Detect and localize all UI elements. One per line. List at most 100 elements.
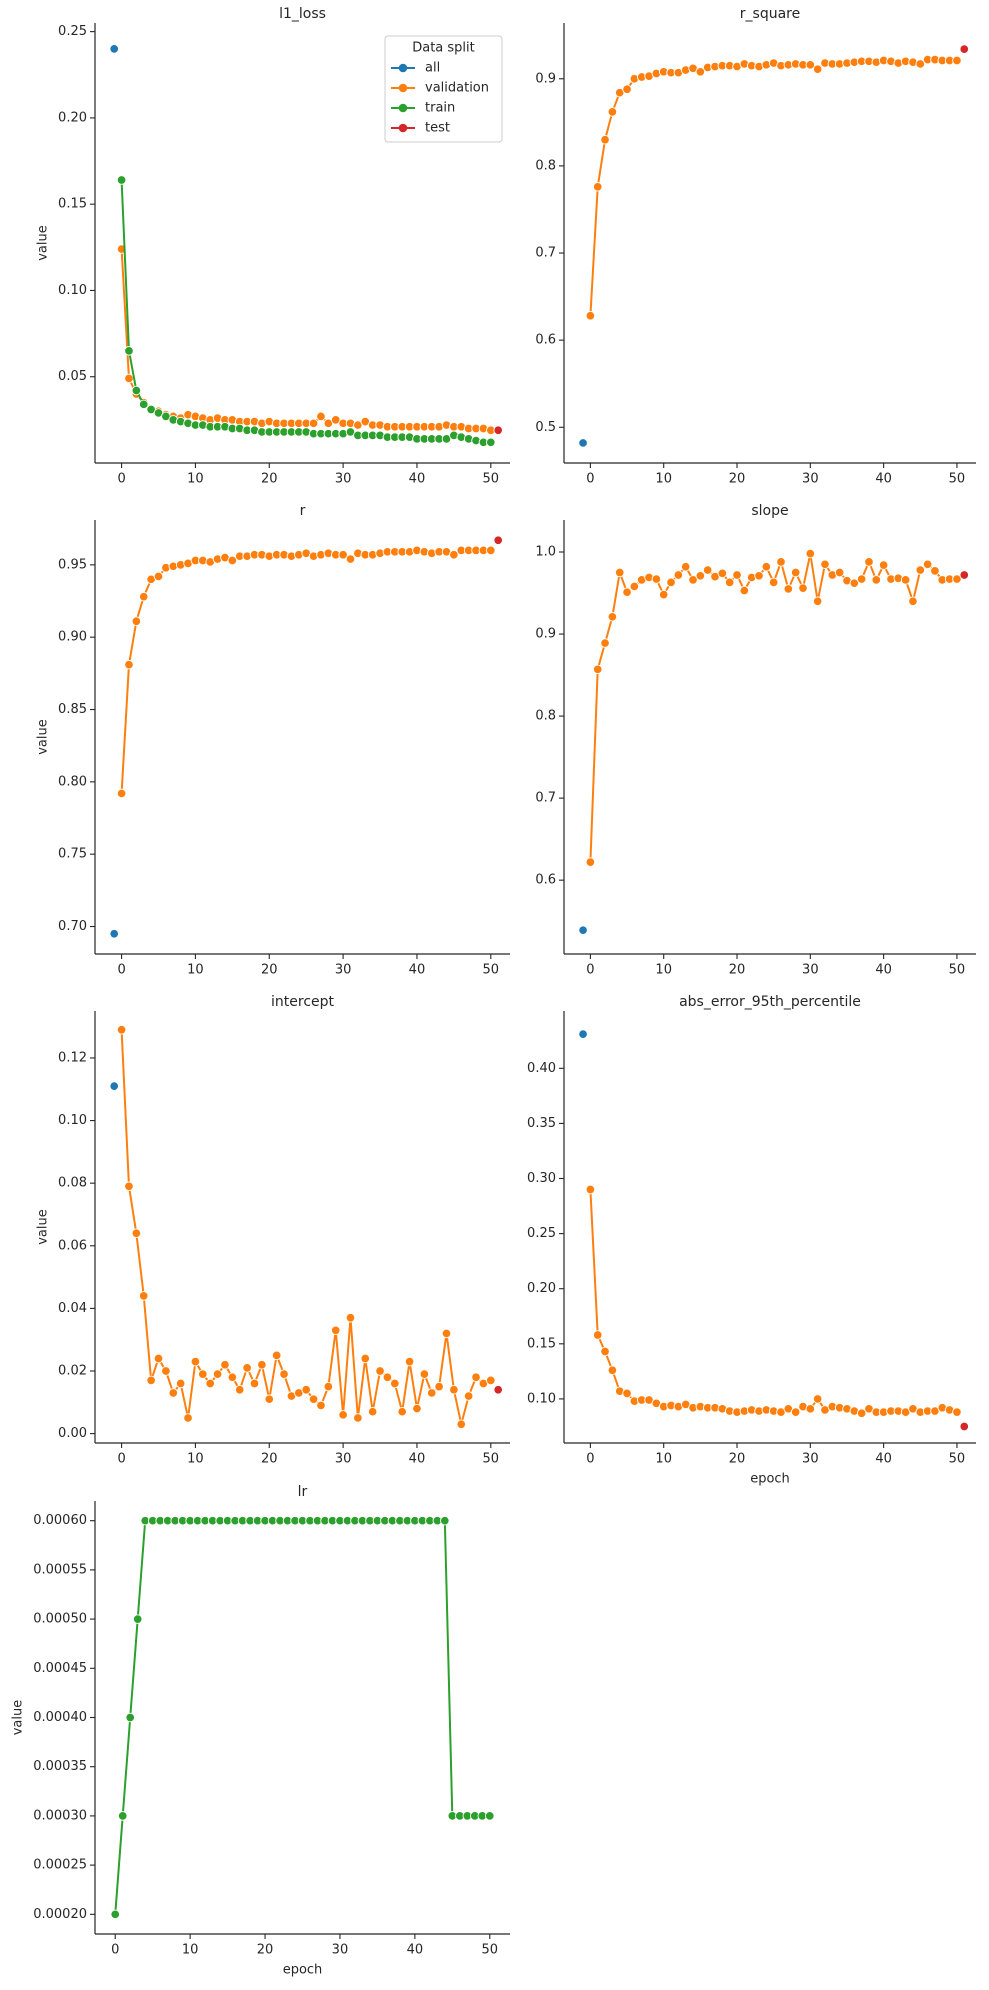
data-point	[695, 67, 706, 77]
data-point	[592, 182, 603, 192]
x-tick-label: 0	[117, 472, 125, 487]
data-point	[486, 545, 496, 556]
x-tick-label: 0	[586, 1452, 594, 1467]
subplot: slope 0 10 20 30 40 50 0.6 0.7 0.8 0.9 1.0	[535, 503, 976, 978]
data-point	[249, 1378, 260, 1389]
data-point	[485, 1811, 495, 1821]
y-tick-label: 0.12	[58, 1050, 87, 1065]
data-point	[227, 1372, 238, 1383]
data-point	[131, 1228, 142, 1239]
x-tick-label: 50	[949, 472, 966, 487]
data-point	[812, 64, 823, 74]
data-point	[607, 1365, 618, 1376]
y-tick-label: 0.08	[58, 1176, 87, 1191]
x-tick-label: 40	[875, 472, 892, 487]
series-line	[589, 1189, 958, 1415]
legend-marker	[398, 103, 408, 113]
series-line	[120, 549, 491, 794]
y-tick-label: 1.0	[535, 544, 556, 559]
y-tick-label: 0.06	[58, 1238, 87, 1253]
y-tick-label: 0.00	[58, 1426, 87, 1441]
y-tick-label: 0.10	[58, 283, 87, 298]
y-tick-label: 0.04	[58, 1301, 87, 1316]
data-point	[959, 570, 970, 580]
x-tick-label: 10	[182, 1943, 199, 1958]
data-point	[456, 1419, 467, 1429]
x-tick-label: 30	[802, 963, 819, 978]
x-tick-label: 0	[586, 472, 594, 487]
y-tick-label: 0.9	[535, 71, 556, 86]
data-point	[153, 571, 164, 582]
y-axis-label: value	[11, 1700, 26, 1736]
y-tick-label: 0.8	[535, 158, 556, 173]
data-point	[864, 557, 874, 567]
data-point	[585, 1184, 596, 1195]
x-tick-label: 30	[802, 1452, 819, 1467]
subplot: intercept 0 10 20 30 40 50 0.00 0.02 0.04 0.06 0.08…	[36, 994, 510, 1467]
data-point	[592, 1330, 603, 1340]
series-line	[120, 248, 492, 432]
y-tick-label: 0.15	[527, 1336, 556, 1351]
y-tick-label: 0.75	[58, 847, 87, 862]
x-tick-label: 40	[875, 1452, 892, 1467]
y-axis-label: value	[36, 719, 51, 755]
x-tick-label: 20	[261, 472, 278, 487]
x-tick-label: 30	[335, 472, 352, 487]
legend-label: all	[425, 61, 440, 76]
data-point	[116, 1025, 127, 1035]
data-point	[212, 1369, 223, 1379]
data-point	[820, 559, 830, 570]
data-point	[922, 559, 933, 570]
legend-box	[384, 35, 503, 143]
data-point	[227, 555, 238, 566]
data-point	[367, 1406, 378, 1417]
data-point	[138, 591, 149, 602]
data-point	[688, 575, 698, 585]
legend-title: Data split	[412, 41, 475, 56]
data-point	[739, 585, 750, 596]
data-point	[959, 1421, 970, 1432]
legend-label: validation	[425, 81, 489, 96]
data-point	[360, 1353, 371, 1364]
data-point	[412, 1403, 422, 1414]
data-point	[915, 565, 926, 575]
y-tick-label: 0.8	[535, 709, 556, 724]
series-line	[589, 58, 957, 316]
data-point	[257, 1359, 267, 1370]
data-point	[117, 1811, 128, 1821]
y-tick-label: 0.25	[58, 24, 87, 39]
data-point	[578, 925, 588, 935]
data-point	[724, 577, 735, 588]
data-point	[301, 1385, 311, 1395]
data-point	[658, 589, 669, 600]
data-point	[622, 1388, 632, 1399]
legend-label: test	[425, 121, 450, 136]
data-point	[768, 577, 779, 588]
y-tick-label: 0.35	[527, 1116, 556, 1131]
subplot-title: r_square	[740, 6, 800, 22]
data-point	[234, 1385, 245, 1395]
data-point	[109, 928, 119, 939]
data-point	[125, 1712, 135, 1723]
data-point	[798, 583, 808, 593]
data-point	[345, 1313, 356, 1323]
x-tick-label: 30	[802, 472, 819, 487]
data-point	[666, 577, 676, 588]
y-tick-label: 0.90	[58, 630, 87, 645]
subplot: r_square 0 10 20 30 40 50 0.5 0.6 0.7 0.8 0.9	[535, 6, 976, 487]
data-point	[138, 1291, 149, 1301]
data-point	[308, 1394, 319, 1404]
y-tick-label: 0.00045	[33, 1661, 87, 1676]
x-tick-label: 20	[261, 1452, 278, 1467]
data-point	[316, 411, 326, 422]
x-tick-label: 0	[111, 1943, 119, 1958]
data-point	[271, 1350, 282, 1361]
data-point	[493, 535, 503, 546]
data-point	[205, 1378, 215, 1389]
x-axis-label: epoch	[283, 1963, 323, 1978]
x-tick-label: 10	[187, 963, 204, 978]
y-tick-label: 0.40	[527, 1061, 556, 1076]
data-point	[434, 1381, 444, 1392]
data-point	[790, 1407, 801, 1417]
y-tick-label: 0.00050	[33, 1612, 87, 1627]
